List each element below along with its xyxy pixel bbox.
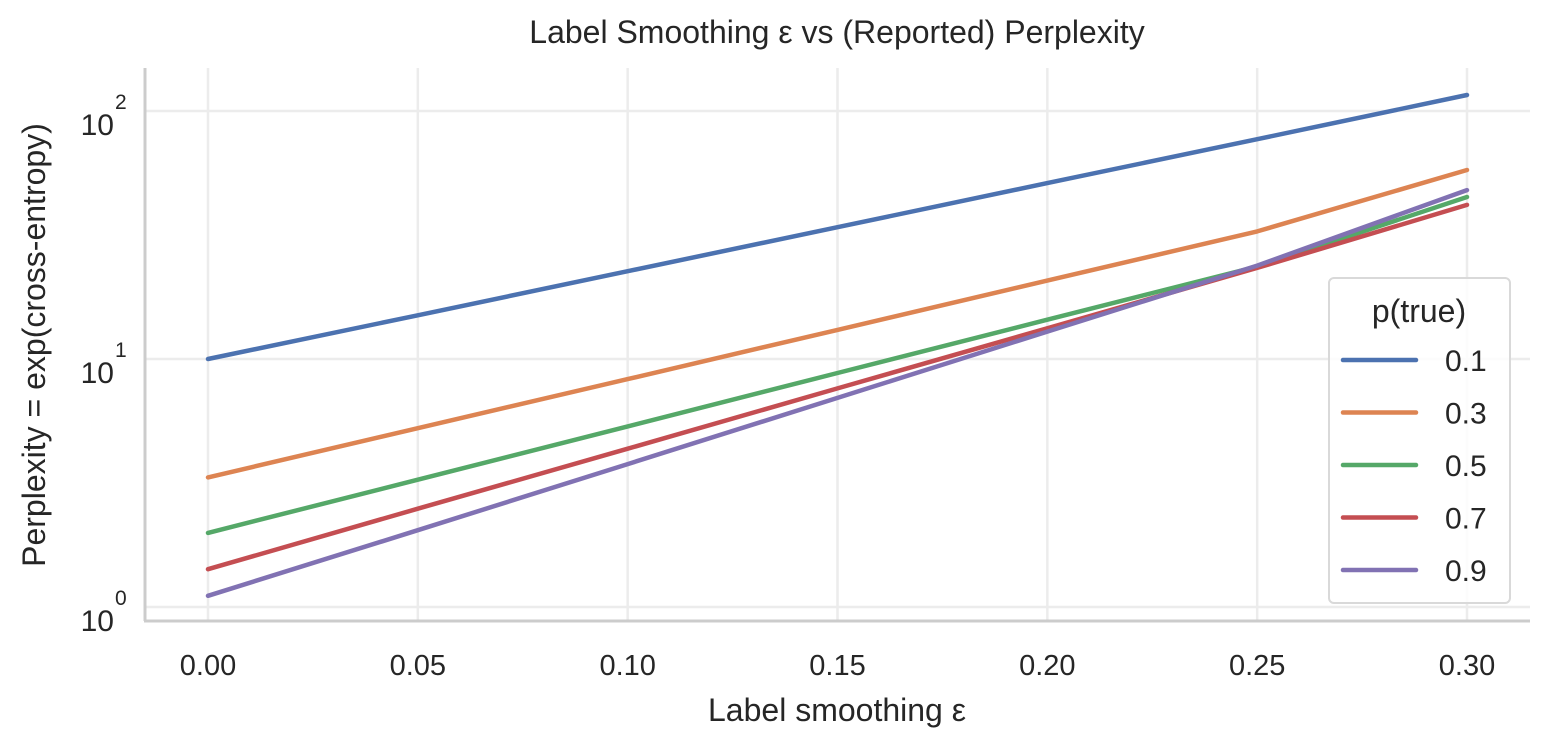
y-tick-base: 10 <box>81 605 114 638</box>
y-tick-exponent: 0 <box>115 587 127 610</box>
legend-item: 0.3 <box>1340 398 1487 431</box>
x-tick-label: 0.20 <box>1019 650 1075 682</box>
y-axis-label: Perplexity = exp(cross-entropy) <box>16 123 52 567</box>
x-tick-labels: 0.00 0.05 0.10 0.15 0.20 0.25 0.30 <box>180 650 1495 682</box>
series-line-0.3 <box>205 167 1470 480</box>
y-tick-label: 100 <box>81 587 127 638</box>
legend-item: 0.7 <box>1340 503 1487 536</box>
series-line-0.1 <box>205 92 1470 362</box>
y-tick-base: 10 <box>81 357 114 390</box>
legend-label: 0.9 <box>1445 555 1487 588</box>
x-tick-label: 0.05 <box>390 650 446 682</box>
series-group <box>205 92 1470 599</box>
y-tick-label: 102 <box>81 91 127 142</box>
legend-label: 0.1 <box>1445 345 1487 378</box>
x-tick-label: 0.00 <box>180 650 236 682</box>
y-tick-label: 101 <box>81 339 127 390</box>
legend-item: 0.5 <box>1340 450 1487 483</box>
legend-label: 0.5 <box>1445 450 1487 483</box>
legend-title: p(true) <box>1372 293 1466 329</box>
chart-title: Label Smoothing ε vs (Reported) Perplexi… <box>529 14 1144 50</box>
x-tick-label: 0.15 <box>809 650 865 682</box>
legend-item: 0.9 <box>1340 555 1487 588</box>
x-tick-label: 0.30 <box>1439 650 1495 682</box>
x-axis-label: Label smoothing ε <box>708 692 966 728</box>
y-tick-exponent: 2 <box>115 91 127 114</box>
x-tick-label: 0.10 <box>599 650 655 682</box>
y-tick-base: 10 <box>81 109 114 142</box>
axes <box>143 68 1530 623</box>
legend: p(true) 0.1 0.3 0.5 0.7 0.9 <box>1328 277 1511 604</box>
legend-item: 0.1 <box>1340 345 1487 378</box>
legend-label: 0.3 <box>1445 398 1487 431</box>
series-line-0.9 <box>205 187 1470 599</box>
y-tick-exponent: 1 <box>115 339 127 362</box>
legend-label: 0.7 <box>1445 503 1487 536</box>
legend-items: 0.1 0.3 0.5 0.7 0.9 <box>1340 345 1487 588</box>
grid <box>146 68 1530 620</box>
x-tick-label: 0.25 <box>1229 650 1285 682</box>
